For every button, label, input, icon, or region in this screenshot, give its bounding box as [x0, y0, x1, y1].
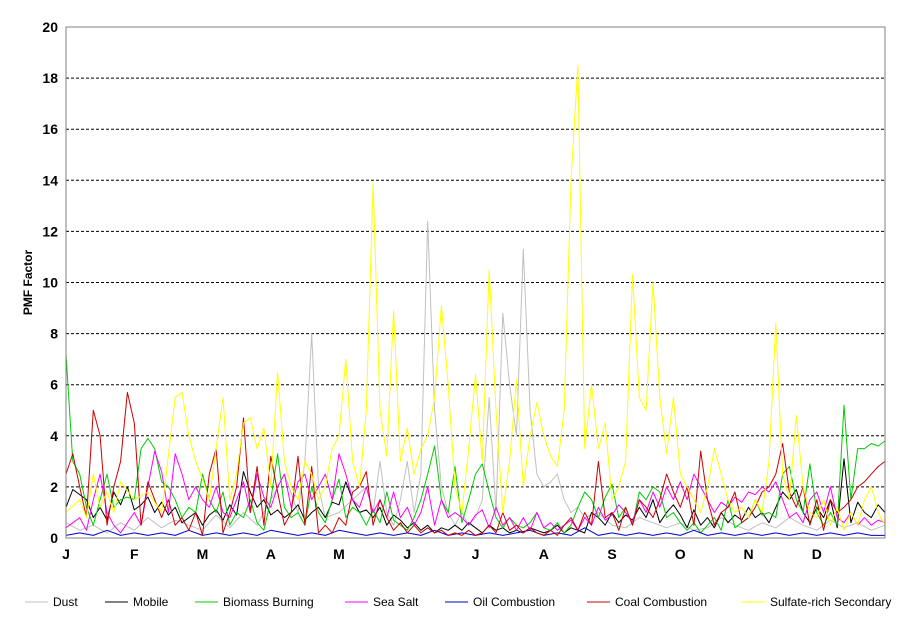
x-tick-label: J: [403, 546, 411, 562]
y-tick-label: 20: [42, 19, 58, 35]
x-tick-label: O: [675, 546, 686, 562]
y-tick-label: 12: [42, 223, 58, 239]
x-tick-label: F: [130, 546, 139, 562]
x-tick-label: N: [743, 546, 753, 562]
plot-area-border: [65, 26, 886, 539]
x-tick-label: A: [266, 546, 276, 562]
legend-label-coal-combustion: Coal Combustion: [615, 595, 707, 609]
y-tick-label: 16: [42, 121, 58, 137]
x-tick-label: D: [812, 546, 822, 562]
y-tick-label: 8: [50, 326, 58, 342]
x-tick-label: J: [62, 546, 70, 562]
legend-label-sulfate-rich-secondary: Sulfate-rich Secondary: [770, 595, 891, 609]
x-tick-label: M: [333, 546, 345, 562]
series-line-sulfate-rich-secondary: [65, 64, 886, 531]
legend-label-mobile: Mobile: [133, 595, 169, 609]
legend-label-sea-salt: Sea Salt: [373, 595, 419, 609]
x-tick-label: A: [539, 546, 549, 562]
gridlines: [66, 77, 885, 488]
legend-label-dust: Dust: [53, 595, 78, 609]
y-axis-tick-labels: 0 2 4 6 8 10 12 14 16 18 20: [42, 19, 58, 546]
legend-label-oil-combustion: Oil Combustion: [473, 595, 555, 609]
y-tick-label: 4: [50, 428, 58, 444]
y-tick-label: 18: [42, 70, 58, 86]
y-tick-label: 14: [42, 172, 58, 188]
legend-label-biomass-burning: Biomass Burning: [223, 595, 314, 609]
y-tick-label: 10: [42, 275, 58, 291]
x-tick-label: J: [472, 546, 480, 562]
x-tick-label: M: [197, 546, 209, 562]
series-layer: [65, 64, 886, 536]
series-line-sea-salt: [65, 450, 886, 534]
y-axis-title: PMF Factor: [21, 250, 35, 316]
y-tick-label: 2: [50, 479, 58, 495]
y-tick-label: 6: [50, 377, 58, 393]
y-tick-label: 0: [50, 530, 58, 546]
legend: Dust Mobile Biomass Burning Sea Salt Oil Com…: [25, 595, 891, 609]
series-line-mobile: [65, 458, 886, 534]
x-tick-label: S: [607, 546, 616, 562]
